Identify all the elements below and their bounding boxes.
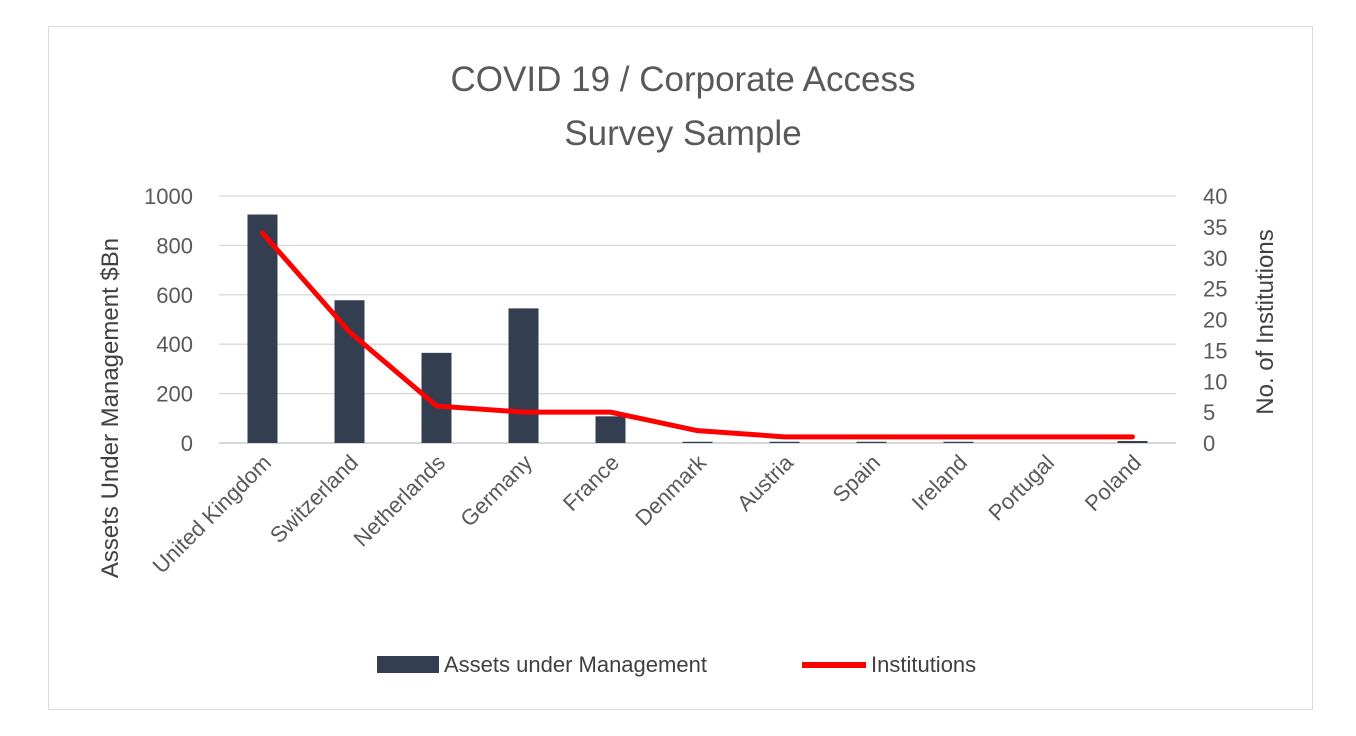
- bar: [856, 441, 887, 443]
- x-tick-label: France: [558, 450, 624, 516]
- y2-tick-label: 25: [1203, 277, 1227, 302]
- x-tick-label: Spain: [828, 450, 885, 507]
- y2-axis-label: No. of Institutions: [1252, 229, 1279, 414]
- y-tick-label: 400: [156, 332, 193, 357]
- line-series: [260, 230, 1135, 440]
- left-axis-ticks: 0 200 400 600 800 1000: [144, 184, 193, 456]
- legend-swatch-assets: [377, 656, 439, 673]
- x-tick-label: Denmark: [630, 449, 711, 530]
- y2-tick-label: 0: [1203, 431, 1215, 456]
- x-tick-label: Germany: [455, 450, 537, 532]
- legend-label-assets: Assets under Management: [444, 652, 707, 677]
- x-tick-label: Poland: [1080, 450, 1146, 516]
- legend: Assets under Management Institutions: [377, 652, 976, 677]
- y2-tick-label: 40: [1203, 184, 1227, 209]
- y2-tick-label: 35: [1203, 215, 1227, 240]
- y-tick-label: 600: [156, 283, 193, 308]
- bar: [247, 214, 278, 443]
- institutions-line: [260, 230, 1135, 440]
- x-tick-label: Austria: [732, 449, 799, 516]
- y2-tick-label: 15: [1203, 338, 1227, 363]
- legend-label-institutions: Institutions: [871, 652, 976, 677]
- chart-title: COVID 19 / Corporate Access: [451, 60, 916, 99]
- y-tick-label: 200: [156, 382, 193, 407]
- right-axis-ticks: 0 5 10 15 20 25 30 35 40: [1203, 184, 1227, 456]
- x-tick-label: Ireland: [907, 450, 972, 515]
- x-tick-label: Netherlands: [348, 450, 450, 552]
- bar: [769, 441, 800, 443]
- bar: [508, 308, 539, 443]
- bar: [682, 441, 713, 443]
- gridlines: [219, 195, 1176, 444]
- bar: [943, 441, 974, 443]
- x-tick-label: United Kingdom: [148, 450, 276, 578]
- y2-tick-label: 5: [1203, 400, 1215, 425]
- chart-subtitle: Survey Sample: [564, 114, 801, 153]
- bar-series: [247, 214, 1148, 443]
- bar: [595, 416, 626, 443]
- y-tick-label: 1000: [144, 184, 193, 209]
- y-axis-label: Assets Under Management $Bn: [97, 238, 124, 578]
- bar: [1117, 441, 1148, 443]
- y2-tick-label: 30: [1203, 246, 1227, 271]
- y2-tick-label: 10: [1203, 369, 1227, 394]
- y-tick-label: 800: [156, 233, 193, 258]
- y2-tick-label: 20: [1203, 308, 1227, 333]
- x-tick-label: Portugal: [983, 450, 1059, 526]
- y-tick-label: 0: [181, 431, 193, 456]
